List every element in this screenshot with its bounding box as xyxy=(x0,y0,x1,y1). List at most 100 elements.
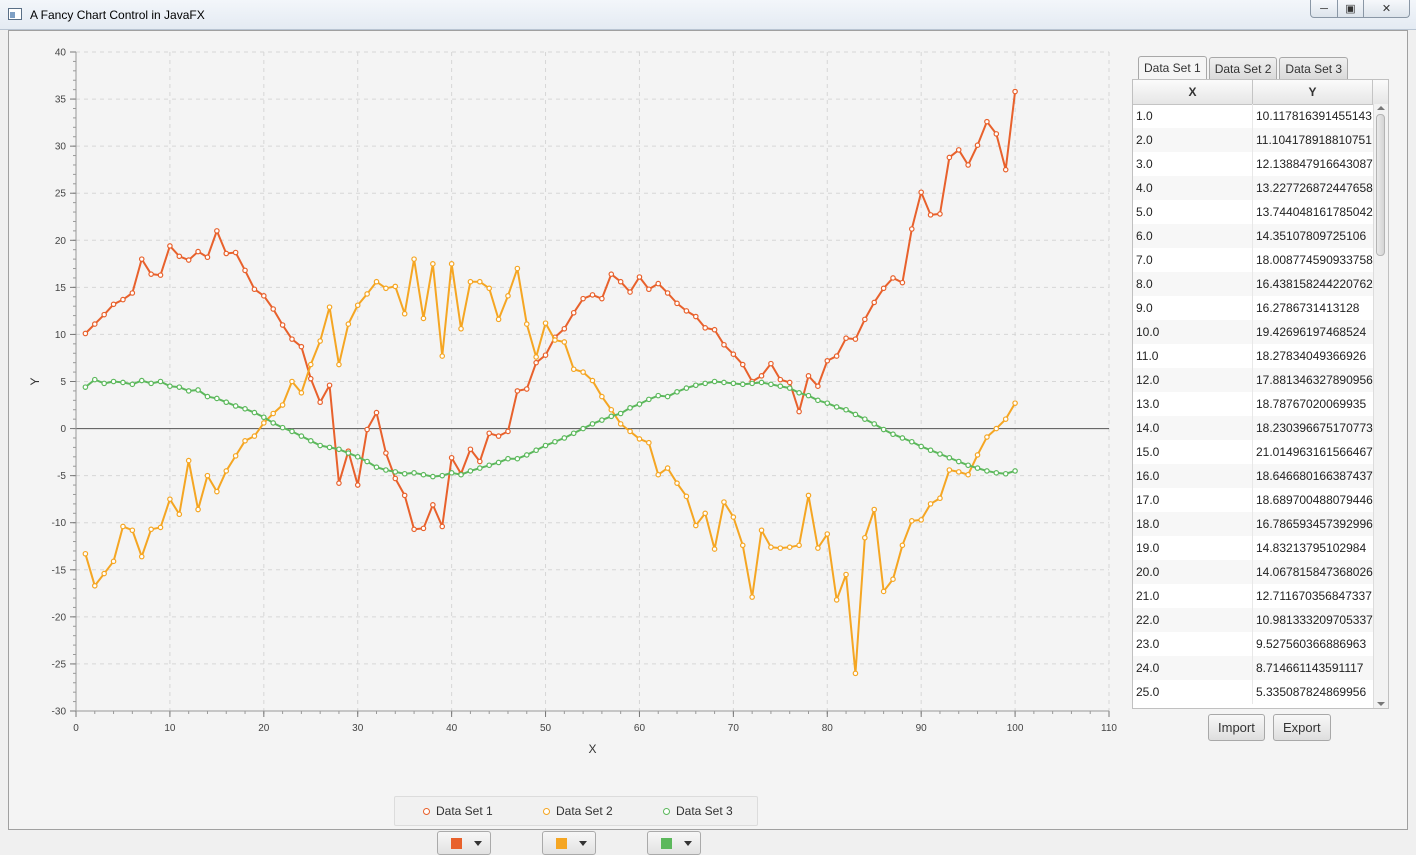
cell-y[interactable]: 18.689700488079446 xyxy=(1256,493,1373,507)
maximize-button[interactable]: ▣ xyxy=(1338,0,1364,18)
tab-data-set-3[interactable]: Data Set 3 xyxy=(1279,57,1349,80)
cell-x[interactable]: 20.0 xyxy=(1133,560,1253,584)
table-row[interactable]: 18.0 16.786593457392996 xyxy=(1133,512,1373,536)
cell-y[interactable]: 18.646680166387437 xyxy=(1256,469,1373,483)
cell-y[interactable]: 16.2786731413128 xyxy=(1256,301,1360,315)
cell-y[interactable]: 14.35107809725106 xyxy=(1256,229,1367,243)
cell-x[interactable]: 1.0 xyxy=(1133,104,1253,128)
cell-y[interactable]: 18.230396675170773 xyxy=(1256,421,1373,435)
scroll-up-icon[interactable] xyxy=(1377,106,1385,110)
cell-y[interactable]: 12.711670356847337 xyxy=(1256,589,1372,603)
data-point xyxy=(608,271,615,277)
table-row[interactable]: 7.0 18.008774590933758 xyxy=(1133,248,1373,272)
cell-x[interactable]: 10.0 xyxy=(1133,320,1253,344)
cell-y[interactable]: 17.881346327890956 xyxy=(1256,373,1373,387)
cell-y[interactable]: 5.335087824869956 xyxy=(1256,685,1367,699)
cell-x[interactable]: 11.0 xyxy=(1133,344,1253,368)
cell-y[interactable]: 13.227726872447658 xyxy=(1256,181,1373,195)
cell-x[interactable]: 19.0 xyxy=(1133,536,1253,560)
table-row[interactable]: 6.0 14.35107809725106 xyxy=(1133,224,1373,248)
cell-y[interactable]: 16.786593457392996 xyxy=(1256,517,1373,531)
cell-x[interactable]: 22.0 xyxy=(1133,608,1253,632)
cell-x[interactable]: 5.0 xyxy=(1133,200,1253,224)
minimize-button[interactable]: ─ xyxy=(1310,0,1338,18)
table-row[interactable]: 19.0 14.83213795102984 xyxy=(1133,536,1373,560)
table-row[interactable]: 2.0 11.104178918810751 xyxy=(1133,128,1373,152)
cell-x[interactable]: 23.0 xyxy=(1133,632,1253,656)
cell-y[interactable]: 18.27834049366926 xyxy=(1256,349,1367,363)
cell-x[interactable]: 18.0 xyxy=(1133,512,1253,536)
table-row[interactable]: 25.0 5.335087824869956 xyxy=(1133,680,1373,704)
cell-y[interactable]: 21.014963161566467 xyxy=(1256,445,1373,459)
table-row[interactable]: 14.0 18.230396675170773 xyxy=(1133,416,1373,440)
column-header-y[interactable]: Y xyxy=(1253,80,1373,104)
cell-y[interactable]: 14.83213795102984 xyxy=(1256,541,1367,555)
table-row[interactable]: 11.0 18.27834049366926 xyxy=(1133,344,1373,368)
table-row[interactable]: 1.0 10.117816391455143 xyxy=(1133,104,1373,128)
cell-x[interactable]: 4.0 xyxy=(1133,176,1253,200)
tab-data-set-2[interactable]: Data Set 2 xyxy=(1208,57,1278,80)
cell-y[interactable]: 18.78767020069935 xyxy=(1256,397,1367,411)
table-row[interactable]: 13.0 18.78767020069935 xyxy=(1133,392,1373,416)
cell-x[interactable]: 8.0 xyxy=(1133,272,1253,296)
cell-y[interactable]: 19.42696197468524 xyxy=(1256,325,1367,339)
table-row[interactable]: 16.0 18.646680166387437 xyxy=(1133,464,1373,488)
table-row[interactable]: 15.0 21.014963161566467 xyxy=(1133,440,1373,464)
table-row[interactable]: 3.0 12.138847916643087 xyxy=(1133,152,1373,176)
cell-x[interactable]: 15.0 xyxy=(1133,440,1253,464)
import-button[interactable]: Import xyxy=(1208,714,1265,741)
data-point xyxy=(937,495,943,502)
cell-y[interactable]: 10.981333209705337 xyxy=(1256,613,1373,627)
table-row[interactable]: 9.0 16.2786731413128 xyxy=(1133,296,1373,320)
table-row[interactable]: 10.0 19.42696197468524 xyxy=(1133,320,1373,344)
table-row[interactable]: 24.0 8.714661143591117 xyxy=(1133,656,1373,680)
cell-x[interactable]: 2.0 xyxy=(1133,128,1253,152)
table-row[interactable]: 12.0 17.881346327890956 xyxy=(1133,368,1373,392)
data-point xyxy=(739,381,746,388)
cell-x[interactable]: 25.0 xyxy=(1133,680,1253,704)
cell-x[interactable]: 3.0 xyxy=(1133,152,1253,176)
cell-x[interactable]: 17.0 xyxy=(1133,488,1253,512)
table-row[interactable]: 23.0 9.527560366886963 xyxy=(1133,632,1373,656)
cell-x[interactable]: 16.0 xyxy=(1133,464,1253,488)
table-row[interactable]: 20.0 14.067815847368026 xyxy=(1133,560,1373,584)
column-header-x[interactable]: X xyxy=(1133,80,1253,104)
tab-data-set-1[interactable]: Data Set 1 xyxy=(1138,56,1207,80)
cell-x[interactable]: 14.0 xyxy=(1133,416,1253,440)
table-row[interactable]: 17.0 18.689700488079446 xyxy=(1133,488,1373,512)
table-row[interactable]: 5.0 13.744048161785042 xyxy=(1133,200,1373,224)
cell-x[interactable]: 7.0 xyxy=(1133,248,1253,272)
export-button[interactable]: Export xyxy=(1273,714,1331,741)
scrollbar-thumb[interactable] xyxy=(1376,114,1385,256)
data-point xyxy=(599,295,605,302)
column-menu-corner[interactable] xyxy=(1373,80,1388,104)
line-chart[interactable]: 0 10 20 30 40 50 60 70 80 90 100 110-30-25-20-15-10… xyxy=(9,31,1129,771)
close-button[interactable]: ✕ xyxy=(1364,0,1410,18)
cell-y[interactable]: 13.744048161785042 xyxy=(1256,205,1373,219)
cell-x[interactable]: 21.0 xyxy=(1133,584,1253,608)
table-row[interactable]: 8.0 16.438158244220762 xyxy=(1133,272,1373,296)
table-row[interactable]: 21.0 12.711670356847337 xyxy=(1133,584,1373,608)
cell-x[interactable]: 13.0 xyxy=(1133,392,1253,416)
cell-x[interactable]: 12.0 xyxy=(1133,368,1253,392)
table-row[interactable]: 4.0 13.227726872447658 xyxy=(1133,176,1373,200)
cell-y[interactable]: 16.438158244220762 xyxy=(1256,277,1373,291)
cell-y[interactable]: 9.527560366886963 xyxy=(1256,637,1367,651)
scroll-down-icon[interactable] xyxy=(1377,702,1385,706)
cell-y[interactable]: 8.714661143591117 xyxy=(1256,661,1364,675)
color-picker-set2[interactable] xyxy=(542,831,596,855)
data-point xyxy=(646,286,652,293)
cell-x[interactable]: 24.0 xyxy=(1133,656,1253,680)
data-point xyxy=(993,425,1000,432)
cell-y[interactable]: 14.067815847368026 xyxy=(1256,565,1373,579)
cell-y[interactable]: 12.138847916643087 xyxy=(1256,157,1373,171)
cell-y[interactable]: 10.117816391455143 xyxy=(1256,109,1372,123)
vertical-scrollbar[interactable] xyxy=(1373,104,1388,708)
cell-y[interactable]: 18.008774590933758 xyxy=(1256,253,1373,267)
table-row[interactable]: 22.0 10.981333209705337 xyxy=(1133,608,1373,632)
color-picker-set3[interactable] xyxy=(647,831,701,855)
color-picker-set1[interactable] xyxy=(437,831,491,855)
cell-x[interactable]: 6.0 xyxy=(1133,224,1253,248)
cell-y[interactable]: 11.104178918810751 xyxy=(1256,133,1372,147)
cell-x[interactable]: 9.0 xyxy=(1133,296,1253,320)
